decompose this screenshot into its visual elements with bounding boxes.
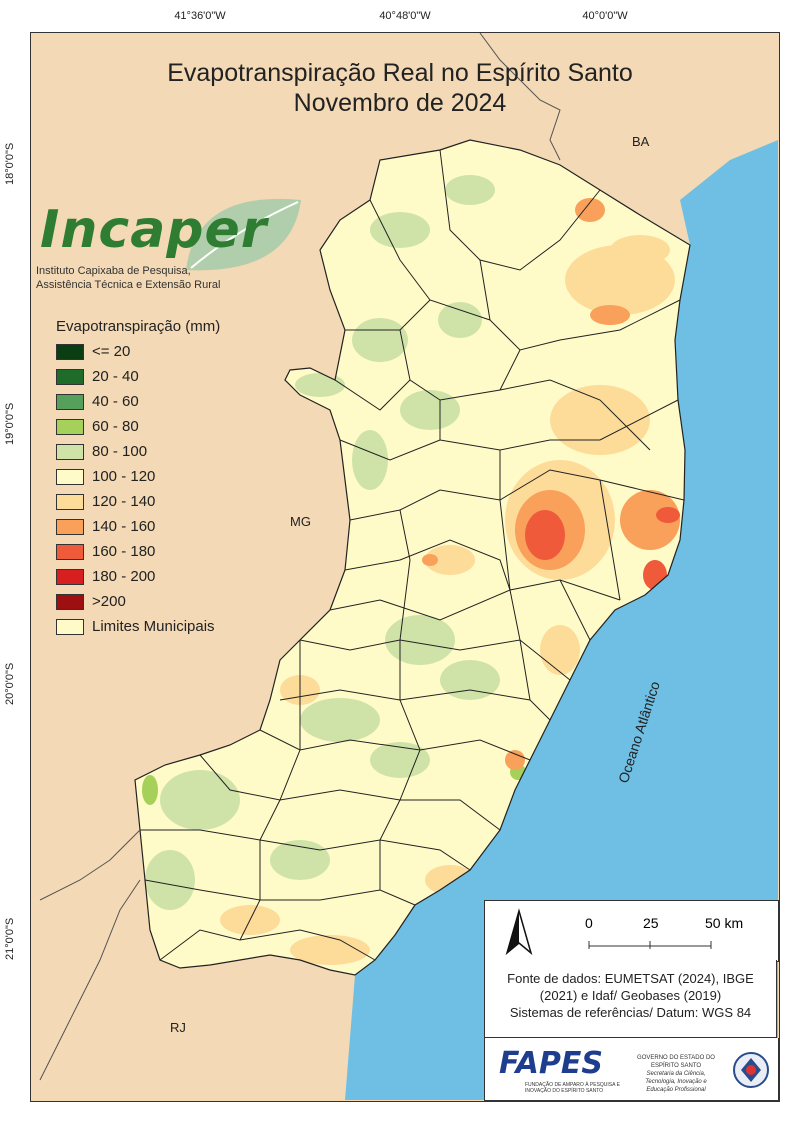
incaper-subtitle-line2: Assistência Técnica e Extensão Rural [36,279,221,291]
scale-graphics [505,908,712,956]
legend-item: <= 20 [56,339,220,364]
legend-label: 180 - 200 [92,568,156,585]
legend-item-boundaries: Limites Municipais [56,614,220,639]
legend-swatch [56,543,84,560]
scale-label-0: 0 [585,915,593,931]
legend-item: 120 - 140 [56,489,220,514]
gov-text: GOVERNO DO ESTADO DO ESPÍRITO SANTO Secr… [633,1054,719,1094]
map-title-line1: Evapotranspiração Real no Espírito Santo [167,59,633,87]
legend-swatch [56,518,84,535]
legend-swatch [56,468,84,485]
source-line3: Sistemas de referências/ Datum: WGS 84 [509,1005,752,1020]
legend-label: 40 - 60 [92,393,139,410]
region-label-mg: MG [290,514,311,529]
legend-label: 20 - 40 [92,368,139,385]
longitude-label-1: 41°36'0"W [174,10,226,22]
legend-label: 160 - 180 [92,543,156,560]
gov-line2: Secretaria da Ciência, Tecnologia, Inova… [645,1071,707,1093]
ocean-area [345,140,778,1100]
legend-item: 20 - 40 [56,364,220,389]
legend-label: 60 - 80 [92,418,139,435]
legend-swatch [56,443,84,460]
scale-north-box: 0 25 50 km [484,900,779,962]
legend-label-boundaries: Limites Municipais [92,618,215,635]
legend-item: 40 - 60 [56,389,220,414]
fapes-subtitle: FUNDAÇÃO DE AMPARO À PESQUISA E INOVAÇÃO… [525,1082,620,1094]
gov-line1: GOVERNO DO ESTADO DO ESPÍRITO SANTO [637,1055,715,1069]
legend-label: 120 - 140 [92,493,156,510]
fapes-logo: FAPES [499,1046,603,1081]
legend-item: >200 [56,589,220,614]
region-label-rj: RJ [170,1020,186,1035]
incaper-logo-text: Incaper [40,200,268,260]
legend-swatch [56,393,84,410]
legend-item: 160 - 180 [56,539,220,564]
legend-label: 80 - 100 [92,443,148,460]
map-title: Evapotranspiração Real no Espírito Santo… [0,58,800,118]
legend-item: 100 - 120 [56,464,220,489]
legend-swatch [56,593,84,610]
source-box: Fonte de dados: EUMETSAT (2024), IBGE (2… [484,960,777,1038]
legend-swatch [56,368,84,385]
legend-swatch [56,343,84,360]
source-line1: Fonte de dados: EUMETSAT (2024), IBGE [507,971,754,986]
state-coat-of-arms-icon [733,1052,769,1088]
legend-item: 80 - 100 [56,439,220,464]
legend-label: >200 [92,593,126,610]
incaper-leaf-logo [186,198,301,271]
map-title-line2: Novembro de 2024 [293,89,507,117]
legend-swatch [56,418,84,435]
partner-logos-box: FAPES FUNDAÇÃO DE AMPARO À PESQUISA E IN… [484,1038,779,1101]
legend-title: Evapotranspiração (mm) [56,318,221,335]
legend: Evapotranspiração (mm) <= 20 20 - 40 40 - … [56,318,220,639]
region-label-ba: BA [632,134,650,149]
incaper-subtitle-line1: Instituto Capixaba de Pesquisa, [36,265,191,277]
incaper-subtitle: Instituto Capixaba de Pesquisa, Assistên… [36,264,220,292]
legend-swatch-boundaries [56,618,84,635]
longitude-label-2: 40°48'0"W [379,10,431,22]
scale-label-50: 50 km [705,915,744,931]
legend-label: <= 20 [92,343,131,360]
longitude-label-3: 40°0'0"W [582,10,628,22]
legend-item: 140 - 160 [56,514,220,539]
legend-item: 60 - 80 [56,414,220,439]
state-boundaries [39,33,561,1081]
municipal-boundaries [134,139,691,976]
legend-item: 180 - 200 [56,564,220,589]
north-arrow-icon [505,908,533,956]
source-line2: (2021) e Idaf/ Geobases (2019) [539,988,722,1003]
legend-swatch [56,493,84,510]
legend-label: 140 - 160 [92,518,156,535]
scale-label-25: 25 [643,915,659,931]
legend-swatch [56,568,84,585]
legend-label: 100 - 120 [92,468,156,485]
